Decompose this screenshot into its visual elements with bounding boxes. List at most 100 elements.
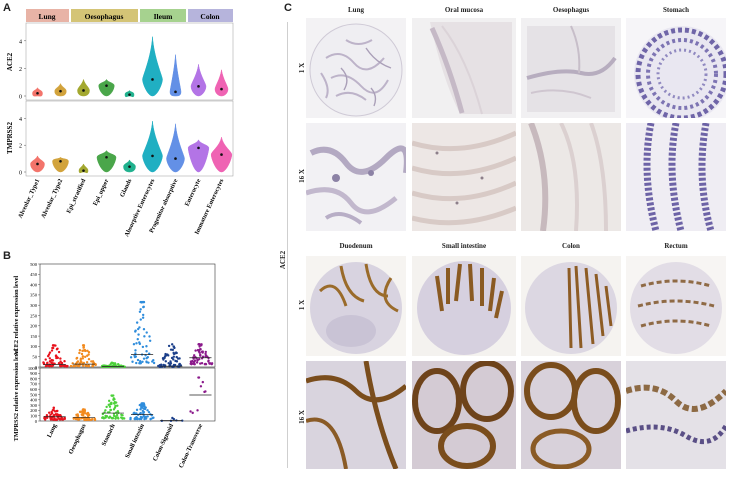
panel-letter-c: C [284,2,292,14]
scatter-point-ace2-3 [139,308,142,311]
scatter-point-ace2-1 [69,364,73,368]
scatter-point-tmprss2-3 [147,410,151,414]
scatter-tick-label: 500 [30,392,38,397]
violin-tick-label: 4 [19,117,22,123]
scatter-point-ace2-0 [46,364,50,367]
scatter-point-ace2-4 [161,357,165,360]
top-plot-frame [25,22,234,101]
scatter-point-ace2-3 [142,357,146,360]
scatter-point-ace2-0 [51,344,55,347]
scatter-point-ace2-3 [145,350,148,353]
scatter-point-ace2-2 [112,362,116,366]
scatter-point-ace2-3 [135,321,139,324]
scatter-point-ace2-0 [60,361,64,365]
scatter-point-tmprss2-2 [116,404,119,407]
scatter-point-ace2-3 [145,345,148,348]
scatter-point-ace2-0 [48,351,52,354]
scatter-point-ace2-3 [131,360,134,363]
scatter-point-ace2-4 [178,357,181,360]
scatter-point-ace2-1 [82,346,85,349]
b-bottom-points [43,376,212,423]
violin-median-ace2-5 [151,78,154,81]
scatter-point-tmprss2-2 [110,394,114,397]
scatter-point-ace2-0 [60,364,64,367]
scatter-tick-label: 50 [32,355,37,360]
scatter-point-ace2-5 [196,359,199,362]
scatter-point-tmprss2-5 [204,390,207,393]
scatter-point-ace2-5 [204,350,207,354]
scatter-point-tmprss2-2 [108,405,112,408]
scatter-point-ace2-1 [82,349,86,352]
scatter-point-tmprss2-3 [152,416,155,419]
scatter-tick-label: 0 [35,365,38,370]
violin-tmprss2-6 [166,123,185,173]
scatter-point-ace2-5 [197,343,201,346]
scatter-point-ace2-0 [59,360,62,363]
c-header-oral-mucosa: Oral mucosa [444,6,484,14]
scatter-point-tmprss2-3 [139,408,142,411]
violin-tick-label: 0 [19,95,22,101]
scatter-point-ace2-3 [142,327,146,331]
bottom-plot-frame [25,100,234,177]
scatter-point-tmprss2-2 [109,402,112,406]
violin-median-tmprss2-2 [82,169,85,172]
scatter-point-ace2-3 [146,356,150,359]
group-strip-lung [26,9,69,22]
bottom-ylabel: TMPRSS2 [6,122,14,154]
scatter-tick-label: 100 [30,414,38,419]
panel-c-divider [287,22,288,468]
panel-letter-b: B [3,250,11,262]
scatter-point-ace2-0 [57,350,61,354]
scatter-point-tmprss2-2 [113,402,116,405]
ihc-oral-mucosa-16x [411,123,518,231]
scatter-point-ace2-1 [78,351,81,355]
scatter-point-ace2-3 [148,335,151,338]
scatter-point-tmprss2-1 [83,411,86,414]
scatter-point-ace2-3 [142,305,145,309]
bottom-violins [30,121,233,174]
scatter-point-ace2-0 [55,356,59,359]
bottom-axis-ticks: 0 2 4 [19,117,26,177]
ihc-rectum-1x [626,256,726,356]
scatter-point-ace2-5 [199,362,202,365]
violin-tick-label: 2 [19,144,22,150]
group-label-lung: Lung [38,12,55,21]
panel-a-violin-plot: Lung Oesophagus Ileum Colon ACE2 TMPRSS2… [6,9,234,238]
scatter-point-tmprss2-1 [81,408,85,412]
scatter-point-ace2-0 [54,344,57,347]
scatter-point-tmprss2-0 [52,418,56,421]
scatter-point-ace2-1 [81,364,85,367]
scatter-point-ace2-2 [123,365,126,368]
ihc-lung-1x [306,18,406,118]
violin-median-ace2-0 [36,91,39,95]
scatter-point-ace2-5 [207,359,210,362]
scatter-point-tmprss2-5 [199,385,203,388]
scatter-tick-label: 900 [30,371,38,376]
scatter-point-tmprss2-2 [121,417,124,420]
scatter-point-tmprss2-2 [101,412,105,416]
violin-tmprss2-2 [78,163,89,174]
scatter-point-ace2-1 [73,364,76,368]
scatter-point-ace2-3 [135,361,138,365]
scatter-point-ace2-4 [172,345,175,348]
scatter-point-ace2-4 [172,358,175,361]
ihc-oral-mucosa-1x [412,18,516,118]
scatter-point-tmprss2-2 [116,416,119,419]
scatter-tick-label: 1000 [28,366,38,371]
scatter-point-ace2-4 [171,348,175,352]
violin-median-tmprss2-3 [105,155,108,159]
c-header-small-intestine: Small intestine [441,242,487,250]
top-axis-ticks: 0 2 4 [19,39,26,101]
scatter-point-ace2-0 [57,362,61,365]
scatter-point-ace2-3 [141,345,145,349]
scatter-point-ace2-3 [136,327,140,331]
scatter-point-tmprss2-2 [109,408,113,412]
scatter-point-ace2-3 [134,349,137,352]
b-top-ylabel: ACE2 relative expression level [13,276,20,357]
scatter-point-tmprss2-3 [146,409,149,412]
scatter-point-ace2-1 [75,356,79,360]
scatter-point-tmprss2-0 [52,408,55,412]
scatter-point-ace2-4 [163,355,167,358]
scatter-point-ace2-4 [162,363,165,367]
scatter-point-ace2-1 [81,355,85,358]
